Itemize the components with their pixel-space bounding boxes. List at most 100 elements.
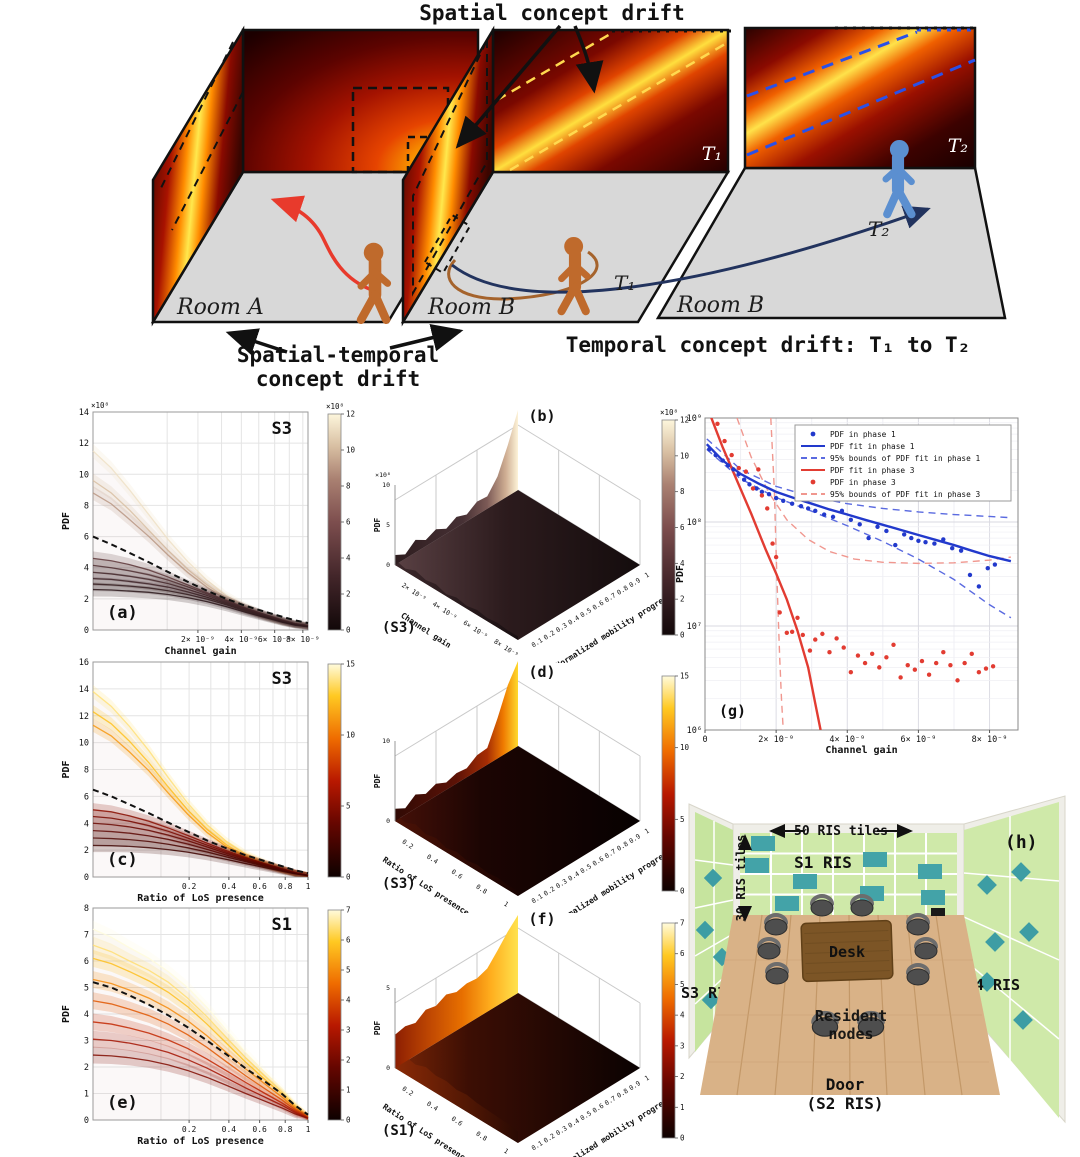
ris-tiles-left [695, 868, 732, 1010]
svg-text:2: 2 [680, 1072, 685, 1081]
svg-text:0: 0 [84, 1116, 89, 1126]
svg-text:S1: S1 [272, 915, 292, 935]
svg-text:0: 0 [84, 873, 89, 883]
svg-text:2: 2 [84, 595, 89, 605]
svg-text:0.6: 0.6 [591, 1102, 605, 1115]
svg-text:14: 14 [79, 685, 89, 695]
room-b2-walls [743, 26, 977, 170]
svg-text:95% bounds of PDF fit in phase: 95% bounds of PDF fit in phase 3 [830, 490, 981, 499]
svg-text:PDF: PDF [61, 512, 72, 530]
svg-text:10: 10 [346, 731, 356, 740]
colorbar: 0 2 4 6 8 10 12×10⁸ [326, 402, 356, 635]
svg-text:0.4: 0.4 [567, 870, 581, 883]
svg-text:5: 5 [680, 980, 685, 989]
temporal-trajectory-arrow [451, 205, 931, 294]
svg-text:0.1: 0.1 [530, 636, 544, 649]
svg-text:12: 12 [79, 712, 89, 722]
concept-drift-diagram: Spatial concept drift Room A Room B Room… [150, 1, 1007, 391]
svg-text:4: 4 [84, 819, 89, 829]
svg-text:0.6: 0.6 [252, 882, 267, 891]
svg-text:0: 0 [386, 561, 390, 569]
room-b1-walls [401, 25, 731, 327]
svg-text:0.2: 0.2 [542, 885, 556, 898]
chart-c-pdf-los-s3: 0 2 4 6 8 10 12 14 16 PDF 0.2 0.4 0.6 0.8 1 Ratio of Lo… [61, 658, 356, 904]
t2-wall-label: T₂ [948, 135, 968, 157]
svg-text:10: 10 [79, 739, 89, 749]
svg-text:4: 4 [84, 1010, 89, 1020]
svg-text:×10⁸: ×10⁸ [660, 408, 678, 417]
svg-text:6× 10⁻⁹: 6× 10⁻⁹ [462, 619, 489, 641]
svg-text:95% bounds of PDF fit in phase: 95% bounds of PDF fit in phase 1 [830, 454, 981, 463]
svg-text:8: 8 [84, 766, 89, 776]
svg-text:0.1: 0.1 [530, 1139, 544, 1152]
svg-text:1: 1 [502, 900, 510, 909]
room-render-h: S1 RIS S3 RIS [681, 795, 1066, 1124]
spatial-temporal-label-line2: concept drift [256, 367, 420, 391]
svg-text:×10⁸: ×10⁸ [91, 401, 109, 410]
svg-text:0.6: 0.6 [591, 599, 605, 612]
svg-text:0: 0 [386, 817, 390, 825]
svg-text:0.2: 0.2 [182, 882, 197, 891]
svg-text:PDF in phase 1: PDF in phase 1 [830, 430, 896, 439]
svg-text:0.2: 0.2 [401, 1085, 415, 1098]
side-dimension-label: 30 RIS tiles [734, 835, 748, 922]
svg-text:(S1): (S1) [382, 1123, 416, 1139]
svg-text:0.6: 0.6 [591, 855, 605, 868]
temporal-drift-label: Temporal concept drift: T₁ to T₂ [566, 333, 971, 357]
svg-text:8: 8 [680, 487, 685, 496]
svg-text:10: 10 [382, 737, 390, 745]
top-dimension: 50 RIS tiles [769, 824, 913, 839]
room-b1-loop-trajectory [447, 250, 599, 301]
t1-floor-label: T₁ [614, 271, 635, 295]
svg-text:10⁸: 10⁸ [687, 518, 702, 528]
svg-text:2: 2 [346, 590, 351, 599]
svg-text:2× 10⁻⁹: 2× 10⁻⁹ [400, 581, 427, 603]
svg-text:12: 12 [346, 410, 355, 419]
svg-text:0.8: 0.8 [615, 1087, 629, 1100]
resident-nodes-label-line2: nodes [828, 1025, 873, 1043]
svg-text:0.2: 0.2 [542, 629, 556, 642]
svg-text:1: 1 [306, 1125, 311, 1134]
svg-text:0.6: 0.6 [450, 868, 464, 881]
svg-text:0.4: 0.4 [222, 1125, 237, 1134]
svg-text:10⁹: 10⁹ [687, 414, 702, 424]
svg-text:6: 6 [346, 936, 351, 945]
svg-text:(c): (c) [107, 850, 138, 870]
svg-text:15: 15 [680, 672, 689, 681]
svg-text:10⁶: 10⁶ [687, 726, 702, 736]
room-a-label: Room A [176, 295, 264, 320]
svg-text:0.9: 0.9 [628, 576, 642, 589]
svg-text:(a): (a) [107, 603, 138, 623]
svg-text:0.6: 0.6 [252, 1125, 267, 1134]
svg-text:8: 8 [84, 501, 89, 511]
svg-text:0.4: 0.4 [567, 1117, 581, 1130]
room-floor [700, 914, 1000, 1096]
svg-text:0.9: 0.9 [628, 832, 642, 845]
back-wall-label: S1 RIS [794, 853, 852, 872]
svg-text:7: 7 [346, 906, 351, 915]
svg-text:6: 6 [84, 792, 89, 802]
svg-text:(b): (b) [528, 407, 555, 425]
svg-text:PDF: PDF [61, 1005, 72, 1023]
svg-text:7: 7 [680, 919, 685, 928]
right-wall-label: S4 RIS [966, 976, 1020, 994]
svg-text:6× 10⁻⁹: 6× 10⁻⁹ [258, 635, 292, 644]
plot-c: 0 2 4 6 8 10 12 14 16 PDF 0.2 0.4 0.6 0.8 1 Ratio of Lo… [61, 658, 311, 904]
svg-text:6: 6 [680, 949, 685, 958]
svg-text:2: 2 [346, 1056, 351, 1065]
svg-text:0: 0 [680, 1134, 685, 1143]
svg-text:8: 8 [84, 904, 89, 914]
t2-floor-label: T₂ [868, 217, 889, 241]
svg-text:10: 10 [346, 446, 356, 455]
svg-text:0.2: 0.2 [182, 1125, 197, 1134]
svg-text:Ratio of LoS presence: Ratio of LoS presence [137, 892, 263, 904]
svg-text:PDF: PDF [373, 1021, 382, 1036]
svg-text:0.4: 0.4 [425, 853, 439, 866]
svg-text:6: 6 [346, 518, 351, 527]
svg-text:5: 5 [680, 815, 685, 824]
top-dimension-label: 50 RIS tiles [794, 824, 888, 839]
